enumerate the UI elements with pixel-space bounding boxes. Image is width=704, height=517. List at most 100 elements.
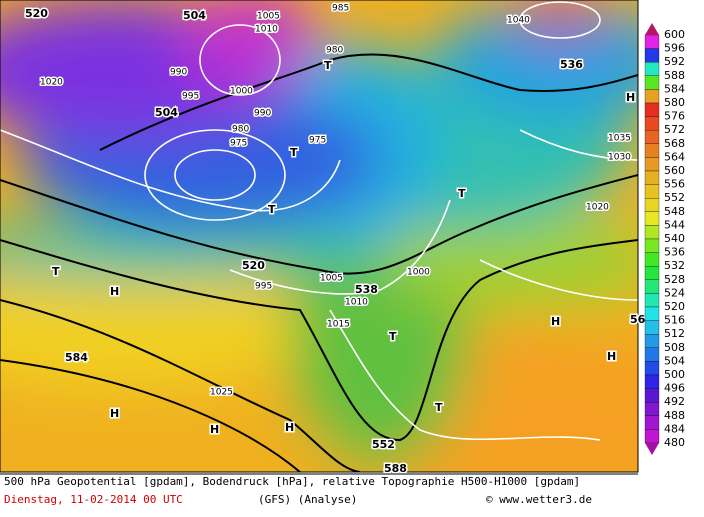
colorbar-label: 532 [664, 259, 685, 272]
colorbar-swatch [644, 238, 660, 253]
label: H [210, 423, 219, 436]
colorbar-label: 496 [664, 382, 685, 395]
colorbar-swatch [644, 252, 660, 267]
label: 1025 [210, 388, 233, 398]
colorbar-swatch [644, 266, 660, 280]
label: 995 [182, 92, 199, 102]
colorbar-swatch [644, 116, 660, 131]
colorbar-label: 588 [664, 69, 685, 82]
colorbar-swatch [644, 198, 660, 212]
colorbar-swatch [644, 102, 660, 117]
colorbar-label: 576 [664, 110, 685, 123]
colorbar-label: 524 [664, 286, 685, 299]
colorbar-swatch [644, 157, 660, 172]
colorbar-swatch [644, 334, 660, 348]
colorbar-label: 480 [664, 436, 685, 449]
colorbar-label: 548 [664, 205, 685, 218]
colorbar-swatch [644, 293, 660, 308]
colorbar-label: 500 [664, 368, 685, 381]
label: 980 [326, 46, 343, 56]
label: 552 [372, 438, 395, 451]
label: 1010 [255, 25, 278, 35]
label: 975 [309, 136, 326, 146]
colorbar-label: 564 [664, 150, 685, 163]
colorbar-label: 516 [664, 314, 685, 327]
colorbar-label: 596 [664, 42, 685, 55]
label: 1005 [257, 12, 280, 22]
colorbar-label: 556 [664, 178, 685, 191]
label: 504 [183, 9, 206, 22]
colorbar-label: 600 [664, 28, 685, 41]
label: 1035 [608, 134, 631, 144]
colorbar-label: 536 [664, 246, 685, 259]
label: 995 [255, 282, 272, 292]
label: T [389, 330, 397, 343]
label: 975 [230, 139, 247, 149]
colorbar-label: 568 [664, 137, 685, 150]
colorbar-swatch [644, 347, 660, 362]
colorbar-swatch [644, 143, 660, 158]
label: T [458, 187, 466, 200]
colorbar-cap [645, 443, 659, 455]
label: T [435, 401, 443, 414]
label: H [110, 285, 119, 298]
label: 1005 [320, 274, 343, 284]
colorbar-label: 584 [664, 82, 685, 95]
label: T [52, 265, 60, 278]
colorbar-swatch [644, 361, 660, 376]
label: T [268, 203, 276, 216]
label: 980 [232, 125, 249, 135]
label: 536 [560, 58, 583, 71]
colorbar-label: 544 [664, 218, 685, 231]
colorbar-swatch [644, 62, 660, 76]
label: H [110, 407, 119, 420]
map-labels: 520 504 1005 1010 985 980 990 1000 995 9… [24, 2, 655, 477]
colorbar-label: 572 [664, 123, 685, 136]
colorbar-swatch [644, 211, 660, 226]
label: 520 [242, 259, 265, 272]
colorbar-swatch [644, 279, 660, 294]
label: T [290, 146, 298, 159]
date: Dienstag, 11-02-2014 00 UTC [4, 493, 183, 506]
label: H [607, 350, 616, 363]
colorbar-swatch [644, 170, 660, 185]
map-frame [0, 0, 639, 473]
colorbar-label: 512 [664, 327, 685, 340]
colorbar-label: 580 [664, 96, 685, 109]
colorbar-swatch [644, 306, 660, 321]
colorbar-label: 520 [664, 300, 685, 313]
colorbar-label: 592 [664, 55, 685, 68]
colorbar-swatch [644, 34, 660, 49]
model: (GFS) (Analyse) [258, 493, 357, 506]
label: T [324, 59, 332, 72]
colorbar-swatch [644, 320, 660, 335]
colorbar-label: 484 [664, 422, 685, 435]
label: 1000 [230, 87, 253, 97]
label: 1020 [40, 78, 63, 88]
colorbar-swatch [644, 225, 660, 240]
label: 1040 [507, 16, 530, 26]
label: H [551, 315, 560, 328]
colorbar-swatch [644, 89, 660, 104]
label: 584 [65, 351, 88, 364]
colorbar-swatch [644, 388, 660, 403]
label: 1000 [407, 268, 430, 278]
colorbar-label: 504 [664, 354, 685, 367]
colorbar-swatch [644, 429, 660, 444]
credit: © www.wetter3.de [486, 493, 592, 506]
label: 1015 [327, 320, 350, 330]
label: 990 [254, 109, 271, 119]
colorbar-label: 492 [664, 395, 685, 408]
colorbar-label: 508 [664, 341, 685, 354]
label: 504 [155, 106, 178, 119]
caption: 500 hPa Geopotential [gpdam], Bodendruck… [4, 475, 580, 488]
label: 1030 [608, 153, 631, 163]
colorbar-swatch [644, 48, 660, 63]
colorbar-swatch [644, 184, 660, 199]
colorbar-label: 560 [664, 164, 685, 177]
colorbar-label: 552 [664, 191, 685, 204]
colorbar-swatch [644, 402, 660, 416]
label: 1010 [345, 298, 368, 308]
